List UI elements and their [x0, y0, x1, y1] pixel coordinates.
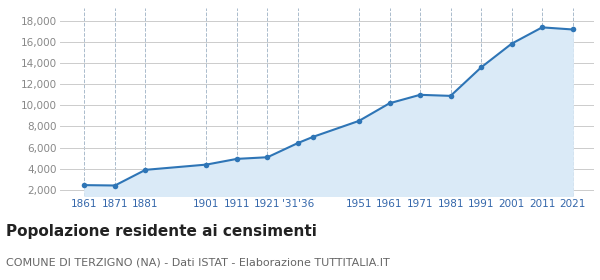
Point: [263, 155, 272, 160]
Point: [293, 141, 303, 145]
Point: [80, 183, 89, 187]
Point: [354, 119, 364, 123]
Point: [446, 94, 455, 98]
Point: [232, 157, 242, 161]
Point: [202, 162, 211, 167]
Point: [415, 93, 425, 97]
Point: [568, 27, 577, 32]
Point: [385, 101, 394, 106]
Text: Popolazione residente ai censimenti: Popolazione residente ai censimenti: [6, 224, 317, 239]
Point: [110, 183, 120, 188]
Point: [308, 134, 318, 139]
Point: [538, 25, 547, 30]
Point: [140, 168, 150, 172]
Point: [476, 65, 486, 70]
Point: [507, 41, 517, 46]
Text: COMUNE DI TERZIGNO (NA) - Dati ISTAT - Elaborazione TUTTITALIA.IT: COMUNE DI TERZIGNO (NA) - Dati ISTAT - E…: [6, 258, 390, 268]
